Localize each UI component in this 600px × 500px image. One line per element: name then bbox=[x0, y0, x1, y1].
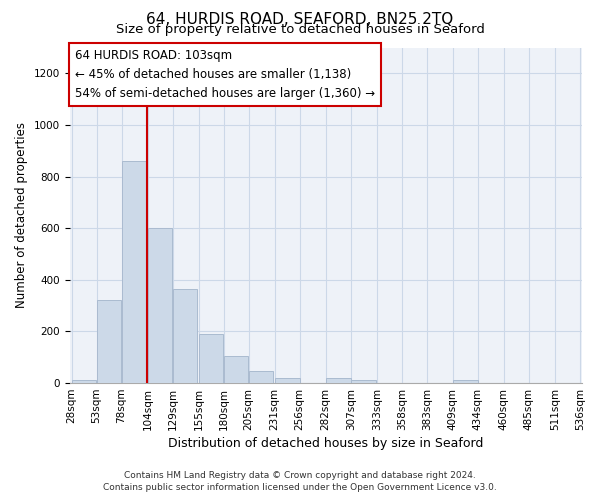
Text: 64, HURDIS ROAD, SEAFORD, BN25 2TQ: 64, HURDIS ROAD, SEAFORD, BN25 2TQ bbox=[146, 12, 454, 28]
Bar bbox=[275, 378, 299, 383]
Text: Size of property relative to detached houses in Seaford: Size of property relative to detached ho… bbox=[116, 22, 484, 36]
Bar bbox=[199, 334, 223, 383]
Bar bbox=[122, 161, 146, 383]
Bar bbox=[173, 289, 197, 383]
Bar bbox=[351, 380, 376, 383]
X-axis label: Distribution of detached houses by size in Seaford: Distribution of detached houses by size … bbox=[168, 437, 484, 450]
Bar bbox=[71, 380, 97, 383]
Y-axis label: Number of detached properties: Number of detached properties bbox=[15, 122, 28, 308]
Bar bbox=[453, 380, 478, 383]
Text: 64 HURDIS ROAD: 103sqm
← 45% of detached houses are smaller (1,138)
54% of semi-: 64 HURDIS ROAD: 103sqm ← 45% of detached… bbox=[74, 49, 375, 100]
Bar bbox=[249, 372, 274, 383]
Bar bbox=[148, 228, 172, 383]
Bar bbox=[224, 356, 248, 383]
Text: Contains HM Land Registry data © Crown copyright and database right 2024.
Contai: Contains HM Land Registry data © Crown c… bbox=[103, 471, 497, 492]
Bar bbox=[97, 300, 121, 383]
Bar bbox=[326, 378, 350, 383]
